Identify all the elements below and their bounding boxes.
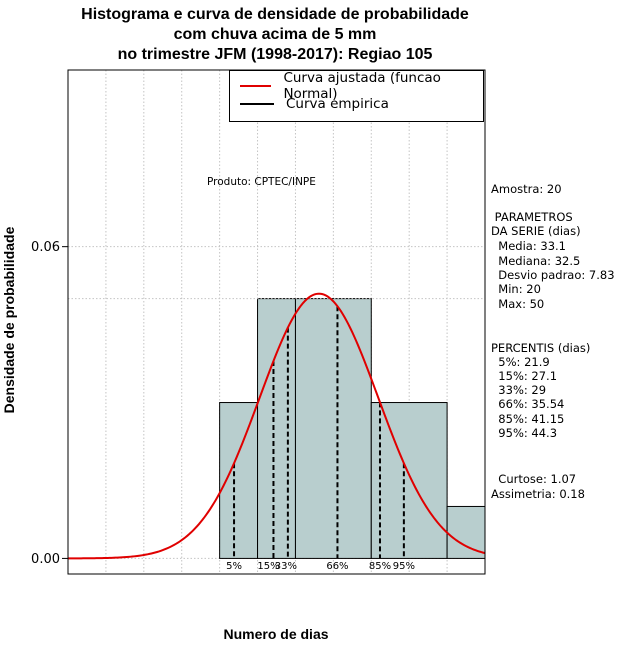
- stat-p66: 66%: 35.54: [491, 397, 565, 411]
- histogram-bar: [257, 298, 296, 559]
- normal-curve-path: [67, 292, 486, 560]
- legend-label-fitted: Curva ajustada (funcao Normal): [283, 70, 441, 102]
- legend-black-swatch: [240, 103, 274, 105]
- y-tick-label: 0.00: [31, 552, 60, 567]
- stat-max: Max: 50: [491, 297, 545, 311]
- stat-p5: 5%: 21.9: [491, 355, 550, 369]
- stat-min: Min: 20: [491, 282, 541, 296]
- x-axis-label: Numero de dias: [223, 626, 328, 642]
- y-tick-label: 0.06: [31, 240, 60, 255]
- histogram-bar: [294, 298, 372, 559]
- stat-mediana: Mediana: 32.5: [491, 254, 581, 268]
- percentile-label: 66%: [326, 561, 348, 572]
- legend-item-fitted: Curva ajustada (funcao Normal): [240, 70, 483, 102]
- percentile-label: 5%: [226, 561, 242, 572]
- product-label: Produto: CPTEC/INPE: [207, 176, 316, 188]
- chart-title-line-3: no trimestre JFM (1998-2017): Regiao 105: [117, 46, 433, 63]
- stat-serie-header: DA SERIE (dias): [491, 224, 581, 238]
- legend-item-empirical: Curva empirica: [240, 95, 389, 113]
- stat-p33: 33%: 29: [491, 383, 547, 397]
- y-axis-label: Densidade de probabilidade: [1, 226, 17, 413]
- legend-label-empirical: Curva empirica: [286, 96, 389, 112]
- axes: 0.00 0.06: [31, 240, 68, 567]
- stat-media: Media: 33.1: [491, 239, 566, 253]
- legend: Curva ajustada (funcao Normal) Curva emp…: [229, 70, 484, 122]
- percentile-label: 85%: [369, 561, 391, 572]
- stat-parametros-header: PARAMETROS: [491, 210, 573, 224]
- histogram-bar: [446, 505, 486, 559]
- percentile-label: 33%: [275, 561, 297, 572]
- chart-title-line-2: com chuva acima de 5 mm: [173, 26, 377, 43]
- stat-p95: 95%: 44.3: [491, 426, 558, 440]
- chart-title-line-1: Histograma e curva de densidade de proba…: [81, 6, 469, 23]
- stat-p15: 15%: 27.1: [491, 369, 558, 383]
- percentile-label: 95%: [393, 561, 415, 572]
- stat-amostra: Amostra: 20: [491, 182, 562, 196]
- percentile-lines: 5% 15%33% 66% 85% 95%: [226, 306, 415, 572]
- stat-curtose: Curtose: 1.07: [491, 472, 577, 486]
- percentile-label: 15%: [257, 561, 279, 572]
- histogram-bar: [370, 402, 448, 559]
- histogram-bars: [219, 298, 486, 559]
- normal-curve: [67, 292, 486, 560]
- stat-desvio: Desvio padrao: 7.83: [491, 268, 615, 282]
- stat-p85: 85%: 41.15: [491, 412, 565, 426]
- stat-assimetria: Assimetria: 0.18: [491, 487, 585, 501]
- legend-red-swatch: [240, 85, 272, 87]
- stat-percentis-header: PERCENTIS (dias): [491, 341, 591, 355]
